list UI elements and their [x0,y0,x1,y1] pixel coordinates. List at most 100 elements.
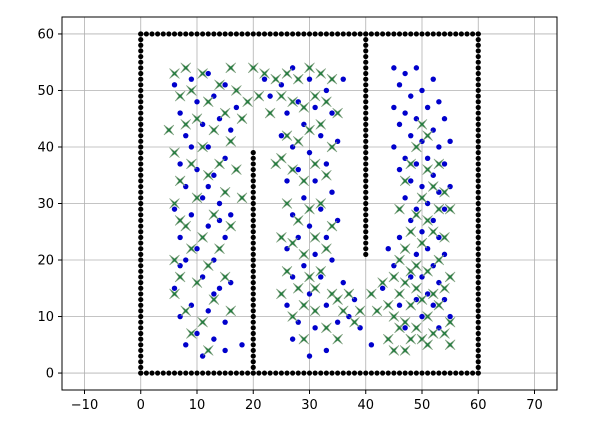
green-star-point [394,254,405,266]
green-star-point [186,158,197,170]
wall-point [138,195,144,201]
wall-point [250,268,256,274]
wall-point [250,183,256,190]
green-star-point [169,68,180,79]
wall-point [239,370,245,376]
wall-point [475,82,481,88]
wall-point [475,150,481,156]
blue-point [188,144,195,150]
wall-point [475,229,481,235]
wall-point [340,370,346,376]
wall-point [188,31,194,37]
wall-point [149,31,155,37]
wall-point [475,263,481,269]
blue-point [396,82,403,88]
blue-point [205,183,211,190]
wall-point [318,370,324,376]
green-star-point [163,124,175,136]
wall-point [138,308,144,314]
blue-point [396,234,403,241]
wall-point [363,93,369,99]
wall-point [323,31,329,37]
blue-point [171,82,178,88]
wall-point [138,212,144,218]
wall-point [363,104,369,111]
wall-point [402,31,408,37]
wall-point [250,229,256,235]
wall-point [363,229,369,235]
wall-point [475,76,481,82]
green-star-point [321,243,332,254]
wall-point [335,370,341,376]
wall-point [346,31,352,37]
green-star-point [287,311,298,322]
wall-point [228,370,234,376]
green-star-point [315,119,326,130]
wall-point [368,31,374,37]
wall-point [475,353,481,359]
green-star-point [197,316,208,328]
green-star-point [405,226,416,237]
wall-point [306,31,313,37]
blue-point [402,195,408,201]
blue-point [188,212,195,218]
green-star-point [304,62,315,74]
green-star-point [428,226,439,237]
green-star-point [399,345,411,356]
blue-point [323,302,330,308]
wall-point [301,31,307,37]
wall-point [351,370,358,376]
green-star-point [231,85,242,96]
wall-point [301,370,307,376]
wall-point [138,370,144,376]
green-star-point [399,243,411,254]
wall-point [138,223,144,229]
green-star-point [394,288,405,300]
wall-point [177,370,183,376]
green-star-point [444,271,456,283]
blue-point [278,132,285,139]
wall-point [245,31,251,37]
wall-point [363,138,369,144]
green-star-point [219,186,231,198]
wall-point [475,42,481,48]
wall-point [475,133,481,139]
wall-point [391,31,397,37]
green-star-point [332,294,343,305]
green-star-point [253,90,265,102]
wall-point [453,370,459,376]
green-star-point [203,96,214,108]
wall-point [447,370,453,376]
wall-point [475,217,481,224]
data-series [163,62,456,359]
y-tick-label: 40 [37,140,54,155]
wall-point [475,161,481,167]
blue-point [323,234,330,241]
wall-point [250,161,256,167]
blue-point [447,313,453,320]
green-star-point [405,299,416,311]
wall-point [363,234,369,241]
wall-point [413,370,419,376]
wall-point [250,217,256,224]
green-star-point [169,198,180,209]
green-star-point [411,283,422,294]
green-star-point [276,90,287,102]
wall-point [475,53,481,60]
green-star-point [304,271,315,283]
wall-point [261,370,268,376]
green-star-point [428,328,439,339]
wall-point [475,308,481,314]
green-star-point [388,311,400,322]
green-star-point [428,181,439,192]
green-star-point [439,283,450,294]
blue-point [334,319,341,325]
wall-point [475,166,481,173]
green-star-point [174,271,186,283]
blue-point [194,99,200,105]
wall-point [250,359,256,365]
blue-point [171,206,178,212]
wall-point [374,31,380,37]
blue-point [323,347,330,354]
green-star-point [248,62,259,74]
